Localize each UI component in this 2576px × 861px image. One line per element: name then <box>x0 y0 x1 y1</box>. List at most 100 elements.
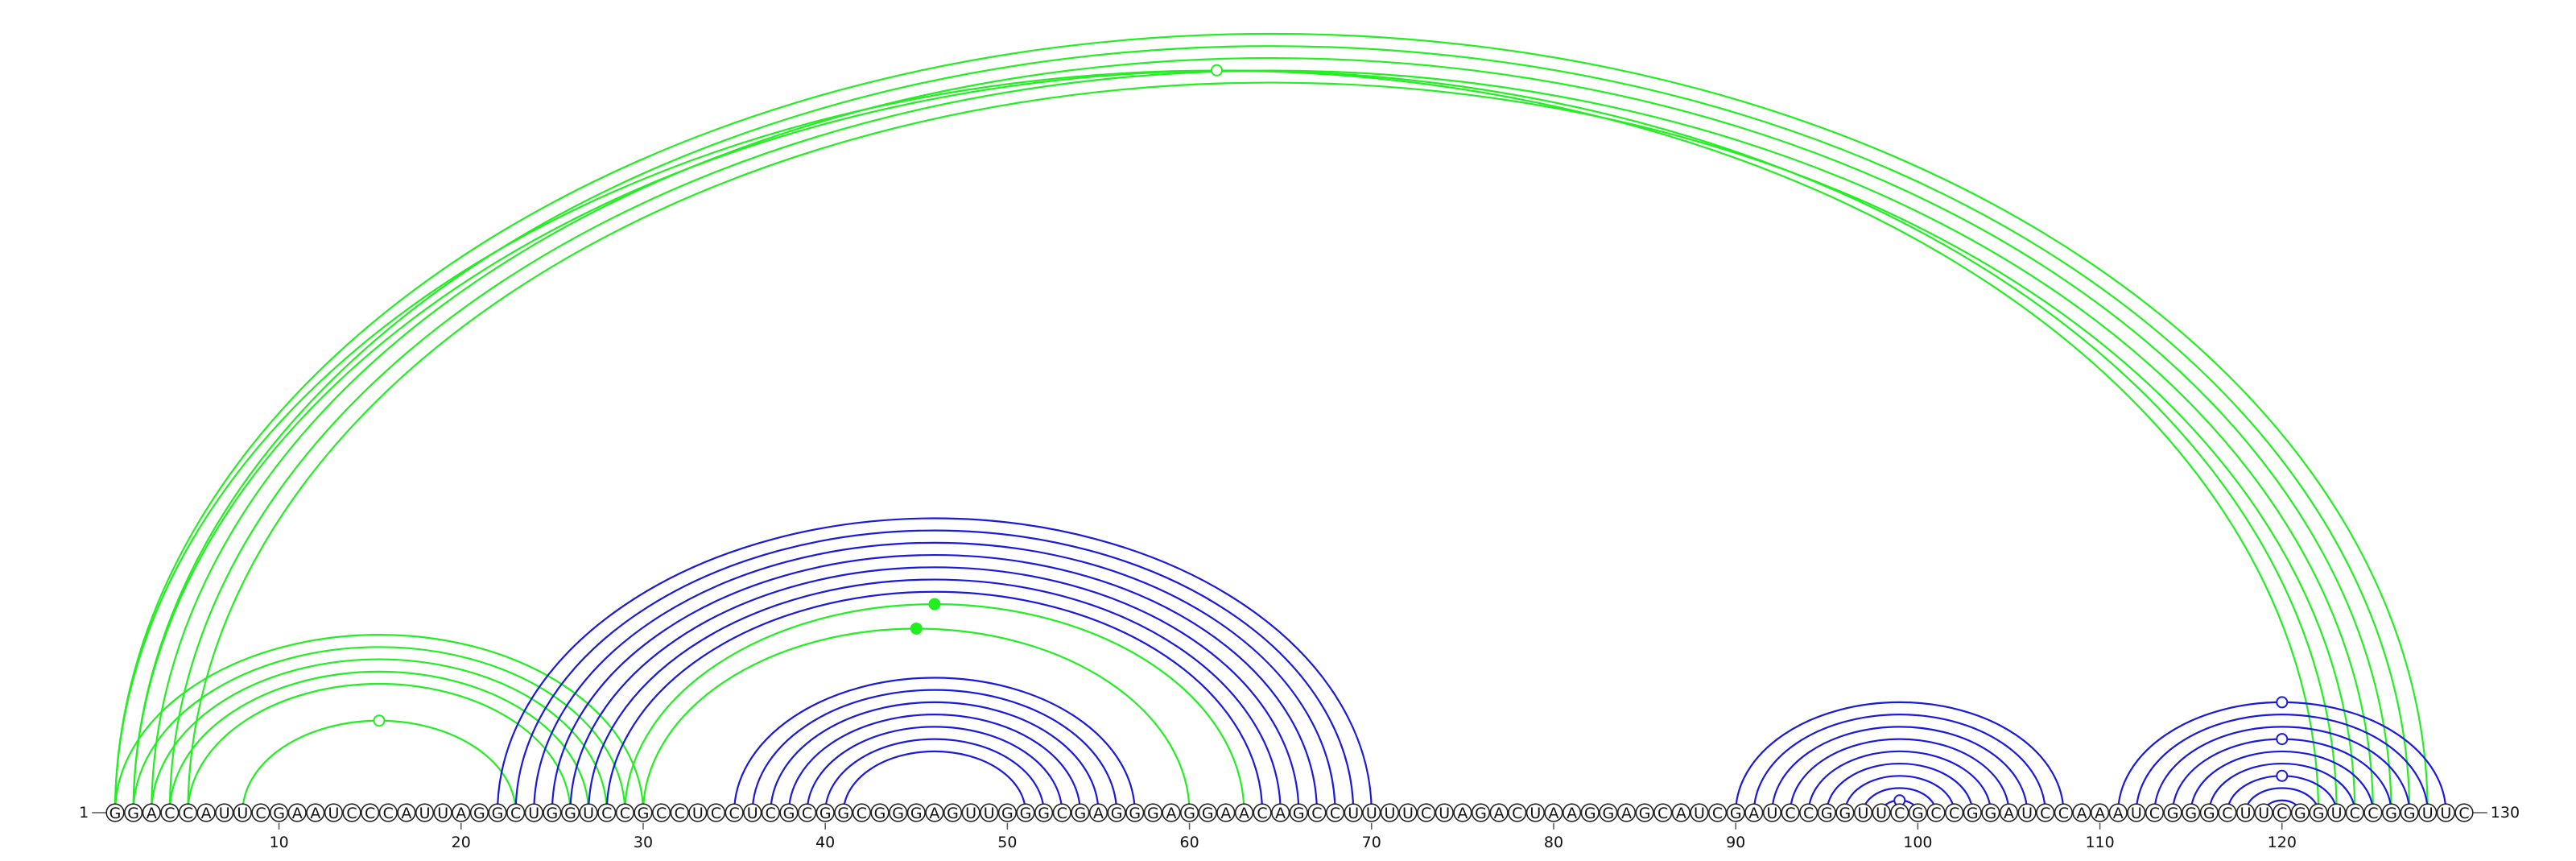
pair-arc-4-125 <box>168 69 2374 813</box>
nucleotide-letter: C <box>857 805 867 822</box>
nucleotide-letter: G <box>1475 805 1487 822</box>
nucleotide-letter: G <box>1639 805 1651 822</box>
nucleotide-108: C <box>2054 803 2073 822</box>
nucleotide-circle <box>743 803 762 822</box>
nucleotide-3: A <box>142 803 161 822</box>
pair-arc-38-54 <box>787 714 1081 813</box>
nucleotide-letter: C <box>2149 805 2160 822</box>
nucleotide-letter: G <box>1129 805 1141 822</box>
nucleotide-circle <box>506 803 526 822</box>
nucleotide-circle <box>215 803 234 822</box>
nucleotide-96: G <box>1835 803 1855 822</box>
nucleotide-35: C <box>724 803 744 822</box>
nucleotide-letter: U <box>2240 805 2252 822</box>
nucleotide-13: U <box>324 803 344 822</box>
nucleotide-86: C <box>1653 803 1673 822</box>
nucleotide-circle <box>1872 803 1891 822</box>
nucleotide-105: A <box>1999 803 2019 822</box>
nucleotide-115: G <box>2182 803 2201 822</box>
nucleotide-letter: G <box>783 805 795 822</box>
nucleotide-25: G <box>543 803 562 822</box>
nucleotide-letter: G <box>1020 805 1032 822</box>
nucleotide-circle <box>2218 803 2237 822</box>
nucleotide-20: A <box>452 803 471 822</box>
pair-arc-118-122 <box>2244 787 2320 813</box>
nucleotide-circle <box>997 803 1017 822</box>
nucleotide-circle <box>1271 803 1290 822</box>
nucleotide-48: U <box>961 803 980 822</box>
pair-arc-2-123 <box>132 69 2338 813</box>
nucleotide-circle <box>1179 803 1199 822</box>
nucleotide-letter: G <box>892 805 904 822</box>
nucleotide-54: G <box>1071 803 1090 822</box>
nucleotide-circle <box>1071 803 1090 822</box>
nucleotide-letter: C <box>2222 805 2232 822</box>
nucleotide-circle <box>2017 803 2037 822</box>
pair-arc-27-65 <box>588 578 1282 813</box>
tick-label-50: 50 <box>997 834 1017 851</box>
nucleotide-85: G <box>1635 803 1654 822</box>
nucleotide-113: C <box>2145 803 2165 822</box>
nucleotide-circle <box>1253 803 1272 822</box>
nucleotide-109: A <box>2072 803 2091 822</box>
nucleotide-111: A <box>2108 803 2128 822</box>
pair-arc-23-69 <box>514 529 1355 813</box>
nucleotide-circle <box>1562 803 1582 822</box>
nucleotide-76: G <box>1471 803 1491 822</box>
nucleotide-letter: U <box>237 805 248 822</box>
nucleotide-92: U <box>1762 803 1782 822</box>
nucleotide-letter: G <box>1730 805 1742 822</box>
nucleotide-circle <box>2454 803 2474 822</box>
nucleotide-circle <box>1690 803 1709 822</box>
nucleotide-12: A <box>306 803 325 822</box>
nucleotide-letter: G <box>910 805 923 822</box>
nucleotide-letter: G <box>874 805 886 822</box>
nucleotide-letter: G <box>1293 805 1305 822</box>
nucleotide-70: U <box>1362 803 1381 822</box>
nucleotide-letter: G <box>2404 805 2416 822</box>
nucleotide-circle <box>1162 803 1181 822</box>
nucleotide-97: U <box>1853 803 1873 822</box>
nucleotide-71: U <box>1380 803 1399 822</box>
nucleotide-letter: G <box>1074 805 1086 822</box>
nucleotide-81: A <box>1562 803 1582 822</box>
arc-marker-filled-29-63 <box>928 598 941 611</box>
nucleotide-circle <box>2309 803 2328 822</box>
arc-layer <box>114 32 2447 813</box>
nucleotide-4: C <box>160 803 180 822</box>
nucleotide-letter: C <box>2040 805 2050 822</box>
nucleotide-119: U <box>2254 803 2273 822</box>
nucleotide-circle <box>251 803 270 822</box>
pair-arc-93-105 <box>1789 738 2010 813</box>
nucleotide-77: A <box>1489 803 1509 822</box>
arc-marker-open-117-123 <box>2276 769 2289 782</box>
nucleotide-118: U <box>2235 803 2256 822</box>
nucleotide-91: A <box>1744 803 1764 822</box>
nucleotide-circle <box>1890 803 1909 822</box>
nucleotide-circle <box>906 803 926 822</box>
nucleotide-93: C <box>1781 803 1800 822</box>
nucleotide-107: C <box>2036 803 2055 822</box>
nucleotide-circle <box>634 803 653 822</box>
nucleotide-letter: A <box>2113 805 2124 822</box>
nucleotide-circle <box>2054 803 2073 822</box>
nucleotide-circle <box>397 803 416 822</box>
nucleotide-circle <box>815 803 835 822</box>
nucleotide-44: G <box>889 803 908 822</box>
nucleotide-72: U <box>1398 803 1418 822</box>
pair-arc-2-29 <box>132 646 626 813</box>
nucleotide-42: C <box>852 803 872 822</box>
nucleotide-17: A <box>397 803 416 822</box>
nucleotide-78: C <box>1508 803 1527 822</box>
nucleotide-31: C <box>651 803 671 822</box>
nucleotide-14: C <box>342 803 361 822</box>
tick-label-90: 90 <box>1726 834 1745 851</box>
nucleotide-letter: G <box>109 805 122 822</box>
nucleotide-letter: G <box>127 805 139 822</box>
nucleotide-letter: C <box>2277 805 2287 822</box>
nucleotide-letter: G <box>1839 805 1852 822</box>
nucleotide-letter: U <box>328 805 339 822</box>
nucleotide-circle <box>488 803 507 822</box>
nucleotide-26: G <box>560 803 580 822</box>
nucleotide-circle <box>142 803 161 822</box>
